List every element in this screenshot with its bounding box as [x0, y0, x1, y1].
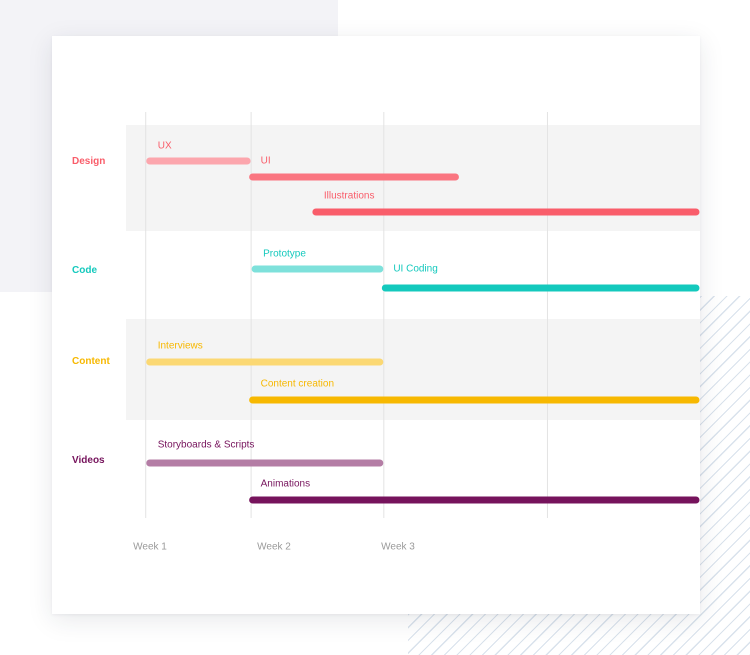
group-label-content: Content — [72, 356, 110, 367]
group-label-code: Code — [72, 265, 97, 276]
task-label: Animations — [261, 479, 310, 490]
axis-tick-label: Week 3 — [381, 542, 415, 553]
axis-tick-label: Week 1 — [133, 542, 167, 553]
task-label: Prototype — [263, 249, 306, 260]
group-band-content — [126, 319, 700, 420]
group-label-design: Design — [72, 156, 105, 167]
task-label: UI — [261, 156, 271, 167]
gantt-card: Design UX UI Illustrations Code Prototype UI C… — [52, 36, 700, 614]
task-label: Content creation — [261, 379, 334, 390]
task-bars — [146, 157, 700, 504]
axis-tick-label: Week 2 — [257, 542, 291, 553]
task-label: Storyboards & Scripts — [158, 440, 255, 451]
task-label: UX — [158, 141, 172, 152]
task-label: Illustrations — [324, 191, 375, 202]
group-label-videos: Videos — [72, 455, 105, 466]
task-label: Interviews — [158, 341, 203, 352]
gantt-chart: Design UX UI Illustrations Code Prototype UI C… — [72, 112, 700, 553]
labels: Design UX UI Illustrations Code Prototype UI C… — [72, 141, 438, 553]
task-label: UI Coding — [393, 264, 437, 275]
